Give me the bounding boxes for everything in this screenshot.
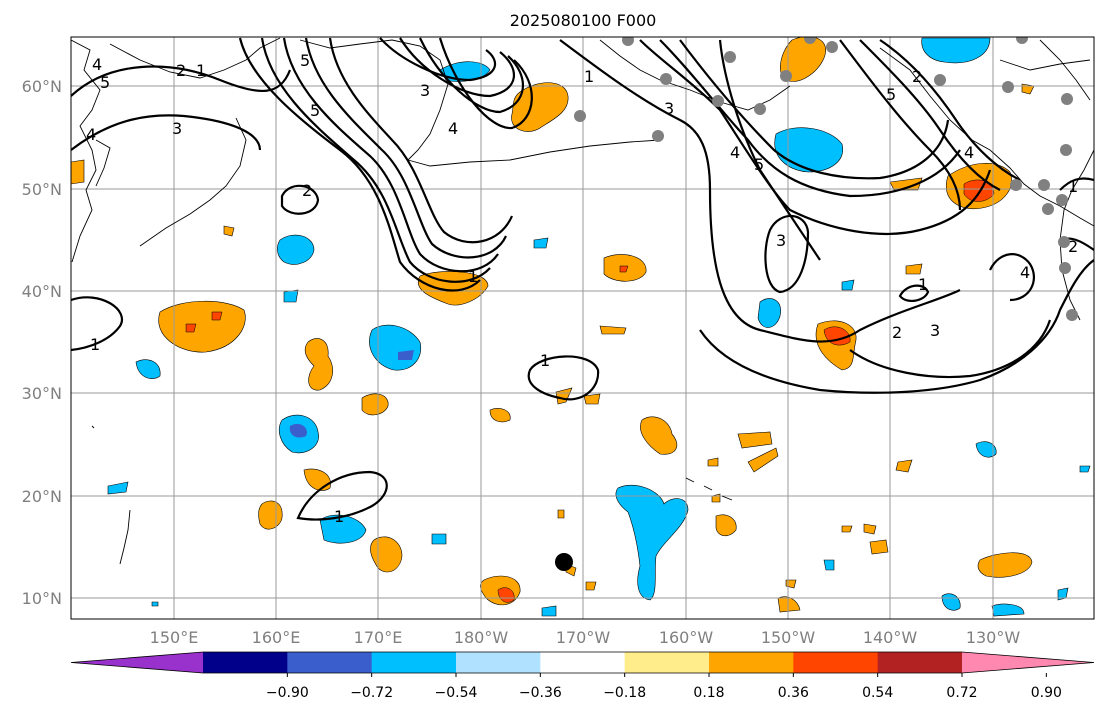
contour-lines bbox=[71, 37, 1094, 521]
lon-label-140w: 140°W bbox=[863, 628, 918, 647]
lat-label-30n: 30°N bbox=[22, 384, 62, 403]
colorbar-tick-label: 0.90 bbox=[1031, 685, 1062, 701]
lat-label-60n: 60°N bbox=[22, 77, 62, 96]
colorbar-segment bbox=[877, 652, 963, 673]
contour-label-4b: 4 bbox=[86, 125, 96, 144]
colorbar-segment bbox=[624, 652, 710, 673]
colorbar-outline bbox=[70, 651, 1095, 674]
contour-label-5b: 5 bbox=[300, 51, 310, 70]
lon-label-150e: 150°E bbox=[150, 628, 199, 647]
lat-label-20n: 20°N bbox=[22, 487, 62, 506]
contour-label-4d: 4 bbox=[730, 143, 740, 162]
colorbar-tick-label: −0.18 bbox=[603, 685, 646, 701]
storm-center-marker bbox=[555, 553, 573, 571]
lon-label-130w: 130°W bbox=[966, 628, 1021, 647]
contour-label-1d: 1 bbox=[540, 351, 550, 370]
contour-label-4: 4 bbox=[92, 55, 102, 74]
colorbar-tick-labels: −0.90 −0.72 −0.54 −0.36 −0.18 0.18 0.36 0.54 0.7… bbox=[266, 673, 1062, 701]
contour-label-2: 2 bbox=[176, 61, 186, 80]
colorbar-tick-label: −0.90 bbox=[266, 685, 309, 701]
lat-label-50n: 50°N bbox=[22, 180, 62, 199]
contour-label-1g: 1 bbox=[918, 275, 928, 294]
colorbar-segment bbox=[203, 652, 288, 673]
contour-label-2c: 2 bbox=[912, 67, 922, 86]
coastlines bbox=[71, 37, 1094, 565]
contour-labels: 4 5 2 1 3 4 2 1 3 4 5 5 1 1 1 1 3 4 5 3 … bbox=[86, 51, 1078, 526]
contour-label-1b: 1 bbox=[90, 335, 100, 354]
colorbar-extend-high bbox=[962, 652, 1094, 673]
contour-label-5e: 5 bbox=[886, 85, 896, 104]
contour-label-1: 1 bbox=[196, 61, 206, 80]
contour-label-4f: 4 bbox=[1020, 263, 1030, 282]
contour-label-5: 5 bbox=[100, 73, 110, 92]
contour-label-3e: 3 bbox=[930, 321, 940, 340]
contour-label-3: 3 bbox=[172, 119, 182, 138]
contour-label-2d: 2 bbox=[892, 323, 902, 342]
longitude-labels: 150°E 160°E 170°E 180°W 170°W 160°W 150°… bbox=[150, 628, 1021, 647]
contour-label-1h: 1 bbox=[1068, 177, 1078, 196]
lat-label-10n: 10°N bbox=[22, 589, 62, 608]
contour-label-3d: 3 bbox=[776, 231, 786, 250]
contour-label-4c: 4 bbox=[448, 119, 458, 138]
strong-negative-cores bbox=[289, 350, 414, 438]
contour-label-2e: 2 bbox=[1068, 237, 1078, 256]
colorbar-segment bbox=[540, 652, 626, 673]
colorbar-segment bbox=[287, 652, 373, 673]
lon-label-160w: 160°W bbox=[659, 628, 714, 647]
map-area: 4 5 2 1 3 4 2 1 3 4 5 5 1 1 1 1 3 4 5 3 … bbox=[71, 37, 1094, 619]
colorbar-segment bbox=[456, 652, 541, 673]
colorbar-extend-low bbox=[71, 652, 203, 673]
contour-label-1f: 1 bbox=[584, 67, 594, 86]
contour-label-1e: 1 bbox=[334, 507, 344, 526]
lon-label-170w: 170°W bbox=[556, 628, 611, 647]
contour-label-5c: 5 bbox=[310, 101, 320, 120]
contour-label-4e: 4 bbox=[964, 143, 974, 162]
contour-label-3c: 3 bbox=[664, 99, 674, 118]
contour-label-3b: 3 bbox=[420, 81, 430, 100]
lon-label-150w: 150°W bbox=[761, 628, 816, 647]
contour-label-1c: 1 bbox=[468, 267, 478, 286]
station-markers bbox=[574, 37, 1078, 321]
colorbar-segment bbox=[371, 652, 457, 673]
map-gridlines bbox=[71, 37, 1094, 619]
lon-label-180w: 180°W bbox=[454, 628, 509, 647]
colorbar-tick-label: 0.54 bbox=[862, 685, 893, 701]
colorbar bbox=[70, 651, 1095, 674]
negative-anomaly-areas bbox=[107, 37, 1091, 617]
contour-label-2b: 2 bbox=[302, 181, 312, 200]
contour-label-5d: 5 bbox=[754, 155, 764, 174]
colorbar-tick-label: −0.54 bbox=[435, 685, 478, 701]
lat-label-40n: 40°N bbox=[22, 282, 62, 301]
colorbar-tick-label: 0.18 bbox=[693, 685, 724, 701]
map-title: 2025080100 F000 bbox=[510, 11, 657, 30]
colorbar-tick-label: −0.72 bbox=[350, 685, 393, 701]
colorbar-segment bbox=[793, 652, 879, 673]
colorbar-segment bbox=[709, 652, 794, 673]
lon-label-170e: 170°E bbox=[354, 628, 403, 647]
lon-label-160e: 160°E bbox=[252, 628, 301, 647]
latitude-labels: 60°N 50°N 40°N 30°N 20°N 10°N bbox=[22, 77, 62, 608]
colorbar-tick-label: 0.36 bbox=[778, 685, 809, 701]
map-frame bbox=[70, 36, 1095, 620]
colorbar-tick-label: −0.36 bbox=[519, 685, 562, 701]
colorbar-tick-label: 0.72 bbox=[946, 685, 977, 701]
